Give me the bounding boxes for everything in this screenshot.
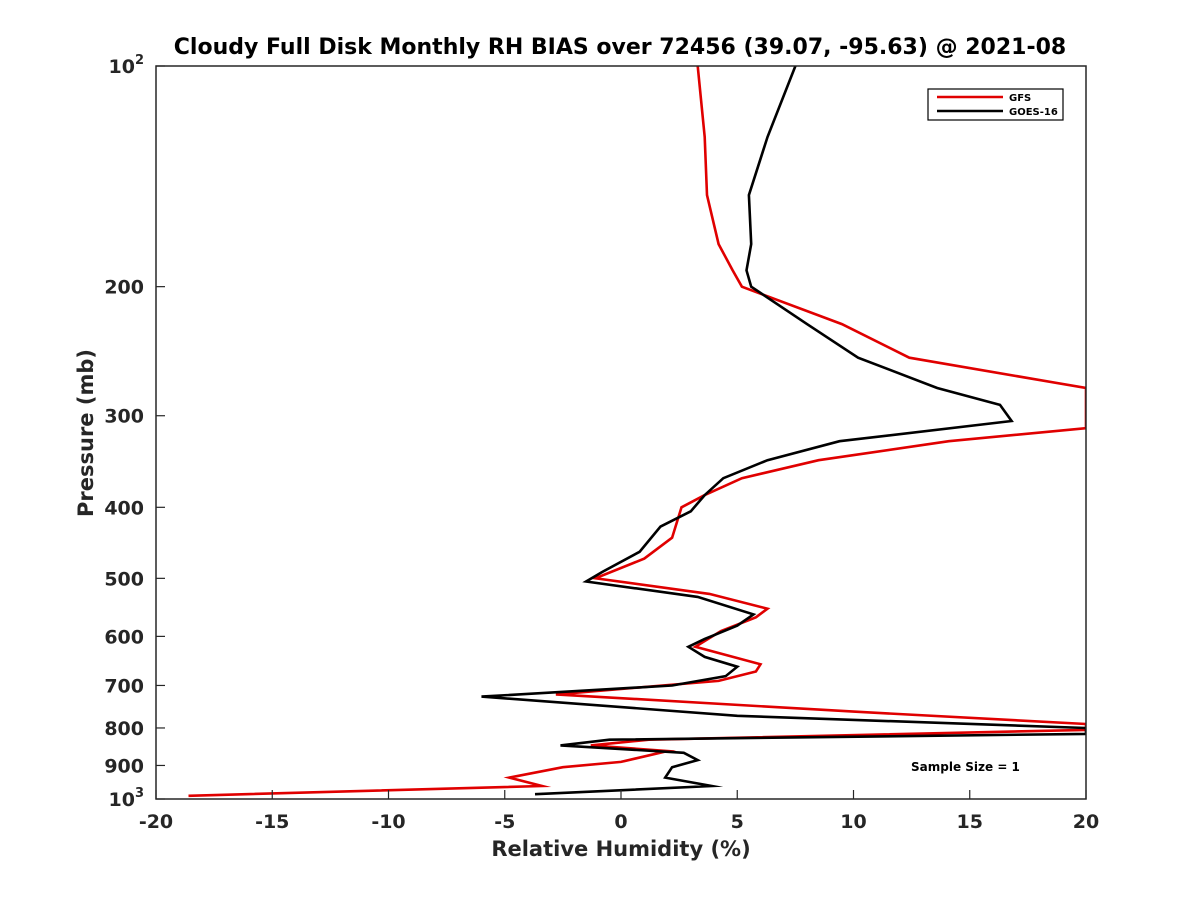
x-tick-label: 15 xyxy=(957,811,983,833)
y-axis-label: Pressure (mb) xyxy=(74,349,98,517)
y-tick-label-base: 300 xyxy=(104,406,144,428)
y-tick-label-base: 700 xyxy=(104,675,144,697)
x-tick-label: 20 xyxy=(1073,811,1099,833)
x-tick-label: -10 xyxy=(371,811,405,833)
y-tick-label-base: 800 xyxy=(104,718,144,740)
y-tick-label: 200 xyxy=(104,277,144,299)
y-tick-label-base: 900 xyxy=(104,755,144,777)
x-tick-label: -20 xyxy=(139,811,173,833)
x-axis-label: Relative Humidity (%) xyxy=(491,837,750,861)
x-tick-label: -15 xyxy=(255,811,289,833)
legend-label-gfs: GFS xyxy=(1009,93,1031,104)
y-tick-label: 600 xyxy=(104,626,144,648)
y-tick-label: 400 xyxy=(104,497,144,519)
legend-box xyxy=(927,88,1064,121)
y-tick-label: 102 xyxy=(109,53,145,78)
y-tick-label: 103 xyxy=(109,786,145,811)
chart-title: Cloudy Full Disk Monthly RH BIAS over 72… xyxy=(174,35,1066,60)
y-tick-label: 900 xyxy=(104,755,144,777)
y-tick-label-base: 10 xyxy=(109,789,135,811)
x-tick-label: -5 xyxy=(494,811,515,833)
y-tick-label: 500 xyxy=(104,568,144,590)
y-tick-label: 700 xyxy=(104,675,144,697)
y-tick-label-base: 600 xyxy=(104,626,144,648)
y-tick-label: 300 xyxy=(104,406,144,428)
series-line-gfs xyxy=(188,66,1086,798)
x-tick-label: 10 xyxy=(840,811,866,833)
legend: GFS GOES-16 xyxy=(927,88,1064,121)
x-axis-ticks: -20 -15 -10 -5 0 5 10 15 20 xyxy=(139,790,1099,833)
sample-size-annotation: Sample Size = 1 xyxy=(911,760,1020,774)
y-tick-label-base: 500 xyxy=(104,568,144,590)
y-tick-label: 800 xyxy=(104,718,144,740)
x-tick-label: 5 xyxy=(731,811,744,833)
x-tick-label: 0 xyxy=(614,811,627,833)
legend-label-goes16: GOES-16 xyxy=(1009,107,1058,118)
y-tick-label-base: 200 xyxy=(104,277,144,299)
y-tick-label-base: 10 xyxy=(109,56,135,78)
y-tick-label-exponent: 3 xyxy=(135,786,144,801)
y-tick-label-exponent: 2 xyxy=(135,53,144,68)
plot-lines xyxy=(188,66,1086,798)
y-tick-label-base: 400 xyxy=(104,497,144,519)
series-line-goes16 xyxy=(481,66,1086,796)
